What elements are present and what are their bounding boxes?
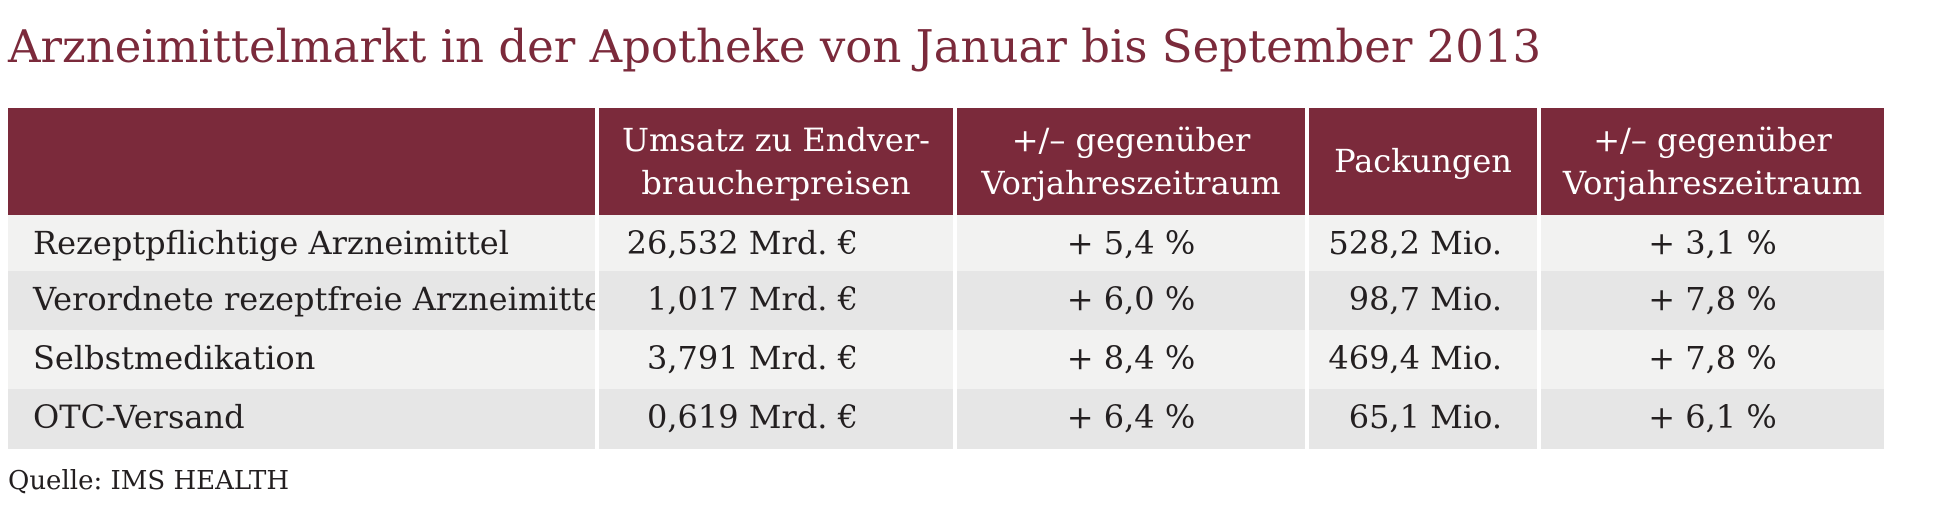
row-4-packungen: 65,1 Mio.: [1309, 389, 1537, 449]
row-4-umsatz-change: + 6,4 %: [957, 389, 1305, 449]
header-text-umsatz-line-2: braucherpreisen: [641, 163, 911, 202]
header-text-packungen-change-line-1: +/– gegenüber: [1593, 120, 1832, 159]
row-3-packungen: 469,4 Mio.: [1309, 330, 1537, 389]
row-1-packungen: 528,2 Mio.: [1309, 215, 1537, 271]
header-cell-label: [8, 108, 595, 215]
chart-title: Arzneimittelmarkt in der Apotheke von Ja…: [8, 20, 1542, 73]
header-cell-umsatz: Umsatz zu Endver- braucherpreisen: [599, 108, 953, 215]
row-1-packungen-change: + 3,1 %: [1541, 215, 1884, 271]
row-2-packungen: 98,7 Mio.: [1309, 271, 1537, 330]
row-3-packungen-change: + 7,8 %: [1541, 330, 1884, 389]
row-2-label: Verordnete rezeptfreie Arzneimittel: [8, 271, 595, 330]
data-table: Umsatz zu Endver- braucherpreisen +/– ge…: [8, 108, 1884, 449]
header-text-umsatz-change-line-2: Vorjahreszeitraum: [981, 163, 1281, 202]
row-3-umsatz-change: + 8,4 %: [957, 330, 1305, 389]
row-3-umsatz: 3,791 Mrd. €: [599, 330, 953, 389]
row-4-umsatz: 0,619 Mrd. €: [599, 389, 953, 449]
row-2-packungen-change: + 7,8 %: [1541, 271, 1884, 330]
row-2-umsatz: 1,017 Mrd. €: [599, 271, 953, 330]
header-cell-umsatz-change: +/– gegenüber Vorjahreszeitraum: [957, 108, 1305, 215]
source-note: Quelle: IMS HEALTH: [8, 466, 290, 496]
header-cell-packungen: Packungen: [1309, 108, 1537, 215]
row-1-label: Rezeptpflichtige Arzneimittel: [8, 215, 595, 271]
header-text-packungen-change-line-2: Vorjahreszeitraum: [1562, 163, 1863, 202]
row-4-label: OTC-Versand: [8, 389, 595, 449]
header-cell-packungen-change: +/– gegenüber Vorjahreszeitraum: [1541, 108, 1884, 215]
row-1-umsatz-change: + 5,4 %: [957, 215, 1305, 271]
row-1-umsatz: 26,532 Mrd. €: [599, 215, 953, 271]
row-3-label: Selbstmedikation: [8, 330, 595, 389]
row-2-umsatz-change: + 6,0 %: [957, 271, 1305, 330]
row-4-packungen-change: + 6,1 %: [1541, 389, 1884, 449]
header-text-packungen: Packungen: [1334, 142, 1512, 180]
header-text-umsatz-change-line-1: +/– gegenüber: [1011, 120, 1251, 159]
header-text-umsatz-line-1: Umsatz zu Endver-: [622, 120, 930, 159]
